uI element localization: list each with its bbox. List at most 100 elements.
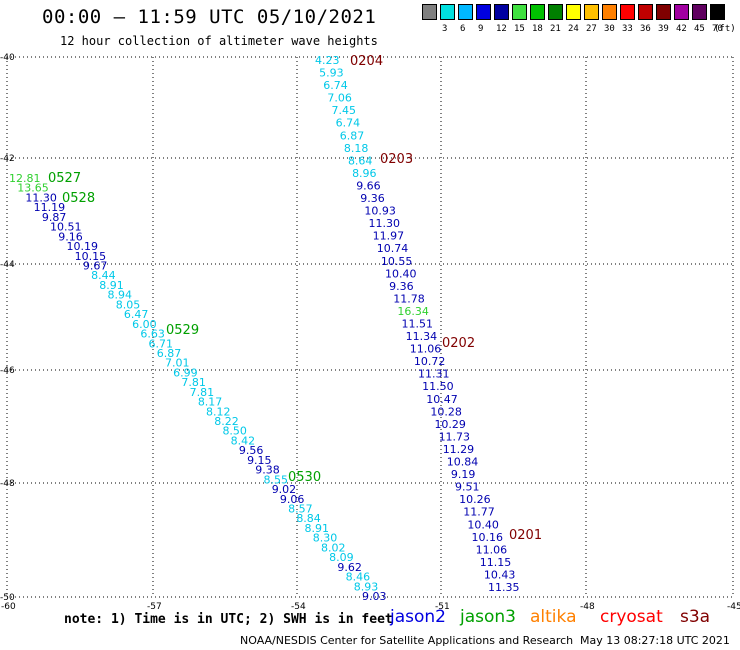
track-value: 10.26 — [459, 493, 491, 506]
satellite-name: jason2 — [390, 607, 446, 627]
track-value: 10.28 — [430, 405, 462, 418]
legend-label: 9 — [478, 24, 484, 34]
pass-time-label: 0204 — [350, 54, 383, 69]
track-value: 4.23 — [315, 54, 340, 67]
lat-label: -46 — [0, 366, 15, 376]
track-value: 11.06 — [410, 343, 442, 356]
track-value: 11.29 — [443, 443, 475, 456]
track-value: 10.29 — [434, 418, 466, 431]
track-value: 11.97 — [373, 230, 405, 243]
legend-swatch — [422, 4, 437, 20]
lat-label: -50 — [0, 593, 15, 603]
track-value: 11.34 — [406, 330, 438, 343]
track-value: 8.96 — [352, 167, 377, 180]
legend-swatch — [674, 4, 689, 20]
track-value: 11.30 — [369, 217, 401, 230]
track-value: 10.72 — [414, 355, 446, 368]
track-value: 7.01 — [165, 357, 190, 370]
legend-label: 36 — [640, 24, 651, 34]
legend-swatch — [638, 4, 653, 20]
track-value: 10.40 — [385, 267, 417, 280]
pass-time-label: 0530 — [288, 470, 321, 485]
track-value: 8.84 — [296, 512, 321, 525]
legend-label: 30 — [604, 24, 615, 34]
legend-label: 6 — [460, 24, 466, 34]
map-subtitle: 12 hour collection of altimeter wave hei… — [60, 34, 378, 48]
lon-label: -51 — [435, 602, 450, 612]
satellite-name: s3a — [680, 607, 711, 627]
track-value: 5.93 — [319, 67, 344, 80]
track-value: 12.81 — [9, 172, 41, 185]
satellite-name: jason3 — [460, 607, 516, 627]
track-value: 6.63 — [140, 328, 165, 341]
legend-label: 42 — [676, 24, 687, 34]
pass-time-label: 0529 — [166, 323, 199, 338]
track-value: 11.51 — [402, 318, 434, 331]
track-value: 7.81 — [181, 376, 206, 389]
track-value: 8.42 — [231, 434, 256, 447]
legend-label: 70 — [712, 24, 723, 34]
track-value: 10.55 — [381, 255, 413, 268]
track-value: 9.19 — [451, 468, 476, 481]
track-value: 10.43 — [484, 568, 516, 581]
lon-label: -48 — [580, 602, 595, 612]
track-value: 8.09 — [329, 551, 354, 564]
track-value: 9.02 — [272, 483, 297, 496]
track-value: 9.16 — [58, 230, 83, 243]
pass-time-label: 0201 — [509, 528, 542, 543]
timestamp-text: May 13 08:27:18 UTC 2021 — [580, 634, 730, 647]
track-value: 10.47 — [426, 393, 458, 406]
track-value: 11.30 — [25, 191, 56, 204]
legend-label: 3 — [442, 24, 448, 34]
track-value: 9.51 — [455, 481, 480, 494]
track-value: 16.34 — [397, 305, 429, 318]
track-value: 11.78 — [393, 292, 425, 305]
track-value: 8.05 — [116, 298, 141, 311]
track-value: 6.87 — [340, 129, 365, 142]
legend-swatch — [440, 4, 455, 20]
legend-swatch — [584, 4, 599, 20]
track-value: 7.06 — [327, 92, 352, 105]
track-value: 8.50 — [222, 425, 247, 438]
legend-label: 45 — [694, 24, 705, 34]
satellite-name: altika — [530, 607, 577, 627]
legend-swatch — [494, 4, 509, 20]
track-value: 11.06 — [476, 543, 508, 556]
track-value: 9.36 — [389, 280, 414, 293]
map-title: 00:00 – 11:59 UTC 05/10/2021 — [42, 6, 377, 28]
track-value: 8.55 — [263, 473, 288, 486]
track-value: 10.51 — [50, 221, 81, 234]
track-value: 10.74 — [377, 242, 409, 255]
legend-swatch — [512, 4, 527, 20]
legend-swatch — [530, 4, 545, 20]
track-value: 8.02 — [321, 541, 346, 554]
track-value: 11.50 — [422, 380, 454, 393]
track-value: 10.93 — [364, 205, 396, 218]
track-value: 8.91 — [305, 522, 330, 535]
track-value: 8.57 — [288, 503, 313, 516]
track-value: 10.16 — [472, 531, 504, 544]
track-value: 9.38 — [255, 464, 279, 477]
track-value: 10.15 — [75, 250, 107, 263]
legend-label: 39 — [658, 24, 669, 34]
track-value: 6.71 — [149, 337, 174, 350]
track-value: 7.45 — [331, 104, 356, 117]
legend-swatch — [620, 4, 635, 20]
legend-swatch — [548, 4, 563, 20]
track-value: 7.81 — [190, 386, 215, 399]
track-value: 9.87 — [42, 211, 66, 224]
lon-label: -60 — [1, 602, 16, 612]
track-value: 9.06 — [280, 493, 305, 506]
lon-label: -54 — [291, 602, 306, 612]
track-value: 9.66 — [356, 179, 381, 192]
legend-swatch — [602, 4, 617, 20]
track-value: 8.22 — [214, 415, 239, 428]
track-value: 10.19 — [66, 240, 98, 253]
track-value: 6.87 — [157, 347, 182, 360]
pass-time-label: 0528 — [62, 191, 95, 206]
track-value: 11.73 — [439, 430, 471, 443]
satellite-name: cryosat — [600, 607, 663, 627]
track-value: 13.65 — [17, 182, 49, 195]
track-value: 6.47 — [124, 308, 149, 321]
track-value: 8.17 — [198, 396, 223, 409]
